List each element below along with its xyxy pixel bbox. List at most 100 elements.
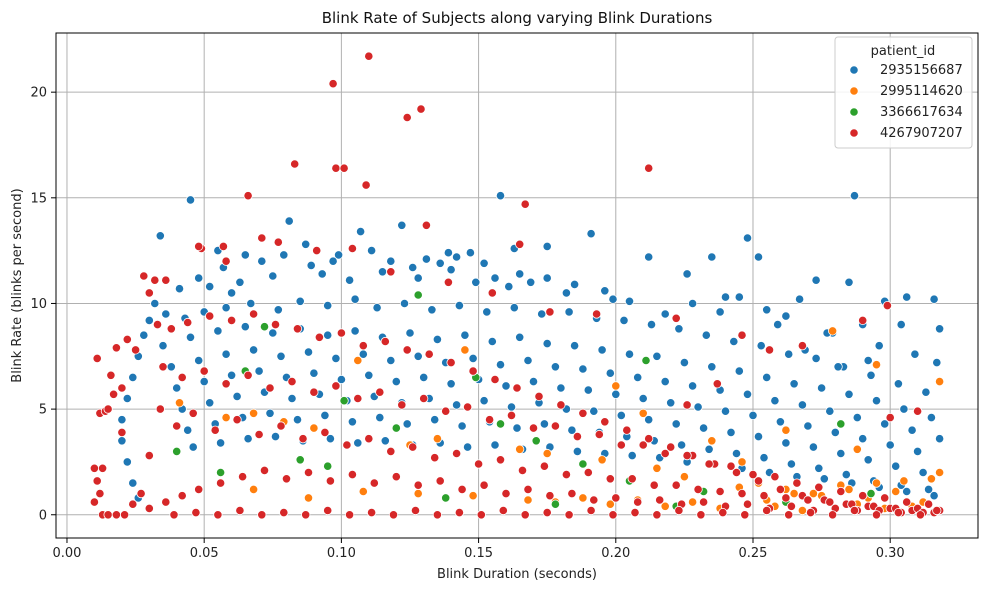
data-point [205, 281, 215, 292]
data-point [309, 423, 319, 433]
data-point [825, 497, 835, 507]
data-point [693, 484, 703, 494]
data-point [199, 366, 209, 376]
data-point [682, 400, 692, 410]
data-point [569, 279, 580, 289]
data-point [611, 381, 621, 391]
data-point [836, 448, 846, 459]
data-point [611, 389, 621, 399]
data-point [539, 419, 550, 429]
data-point [402, 112, 412, 123]
y-tick-label: 10 [30, 297, 47, 312]
data-point [737, 457, 747, 467]
data-point [155, 231, 165, 241]
data-point [111, 343, 122, 353]
data-point [460, 330, 470, 340]
data-point [309, 387, 319, 397]
data-point [495, 191, 506, 201]
data-point [427, 305, 437, 315]
data-point [287, 376, 297, 387]
data-point [501, 488, 511, 499]
data-point [616, 440, 626, 450]
data-point [161, 309, 171, 319]
data-point [715, 307, 725, 317]
data-point [509, 303, 519, 313]
data-point [462, 402, 473, 412]
data-point [902, 486, 912, 497]
data-point [792, 478, 802, 488]
data-point [742, 389, 753, 399]
data-point [221, 256, 231, 266]
data-point [301, 510, 311, 520]
data-point [753, 476, 764, 486]
data-point [331, 381, 341, 391]
data-point [358, 486, 368, 497]
data-point [117, 415, 127, 425]
data-point [926, 474, 937, 484]
data-point [611, 493, 621, 503]
data-point [687, 497, 698, 507]
data-point [550, 362, 561, 372]
axis-ticks: 0.00 0.05 0.10 0.15 0.20 0.25 0.30 0 5 10 15 20 [30, 86, 904, 561]
data-point [627, 474, 637, 484]
data-point [682, 269, 692, 279]
data-point [707, 362, 717, 372]
data-point [863, 355, 873, 366]
data-point [388, 510, 399, 520]
data-point [205, 311, 215, 321]
data-point [756, 341, 766, 351]
data-point [830, 427, 840, 437]
data-point [391, 376, 401, 387]
y-axis-label: Blink Rate (blinks per second) [10, 188, 25, 382]
data-point [734, 292, 744, 302]
data-point [419, 393, 429, 404]
data-point [597, 345, 607, 355]
data-point [586, 229, 596, 239]
data-point [323, 461, 333, 471]
data-point [808, 442, 819, 452]
data-point [622, 425, 632, 435]
data-point [325, 476, 335, 486]
data-point [292, 415, 303, 425]
data-point [421, 254, 431, 264]
x-tick-label: 0.15 [464, 546, 493, 561]
data-point [443, 277, 453, 287]
data-point [298, 434, 308, 444]
data-point [471, 277, 481, 287]
data-point [106, 370, 116, 380]
data-point [462, 442, 473, 452]
data-point [871, 478, 882, 488]
data-point [912, 446, 923, 456]
data-point [775, 484, 786, 494]
data-point [638, 408, 648, 418]
data-point [432, 434, 442, 444]
data-point [506, 410, 517, 420]
data-point [386, 446, 396, 456]
data-point [701, 330, 711, 340]
data-point [98, 463, 108, 473]
data-point [644, 163, 654, 173]
data-point [740, 510, 750, 520]
data-point [666, 442, 676, 452]
data-point [257, 510, 267, 520]
data-point [213, 326, 223, 336]
data-point [786, 459, 797, 469]
data-point [671, 419, 681, 429]
data-point [413, 351, 423, 361]
data-point [899, 404, 909, 414]
data-point [871, 510, 882, 520]
data-point [303, 493, 314, 503]
data-point [139, 330, 149, 340]
data-point [770, 396, 780, 406]
data-point [249, 484, 259, 494]
data-point [762, 372, 772, 382]
data-point [934, 324, 945, 334]
data-point [556, 383, 566, 393]
data-point [805, 507, 816, 518]
x-tick-label: 0.25 [739, 546, 768, 561]
data-point [421, 220, 431, 230]
data-point [331, 353, 341, 363]
data-point [523, 355, 533, 366]
data-point [279, 250, 289, 260]
data-point [259, 322, 270, 332]
